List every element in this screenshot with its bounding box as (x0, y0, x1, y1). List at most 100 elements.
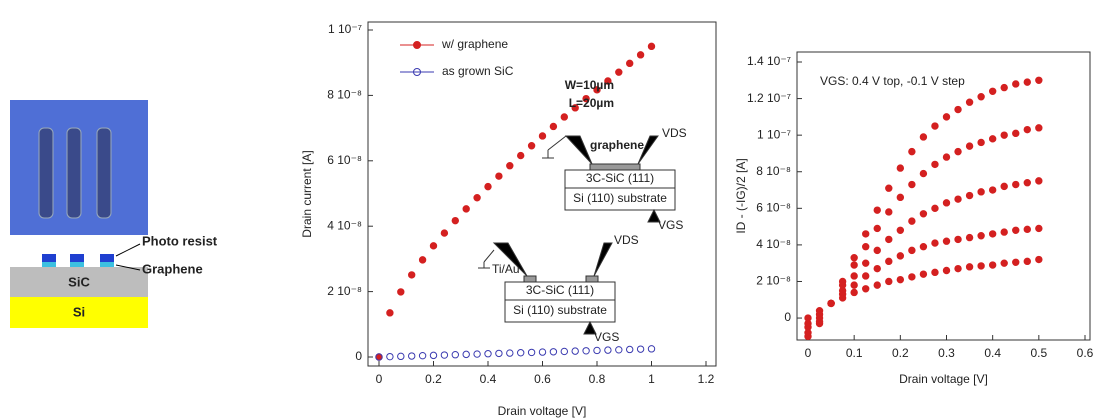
label: SiC (68, 274, 90, 289)
data-point (954, 235, 962, 244)
data-point (1012, 180, 1020, 189)
micro-bar (66, 127, 82, 219)
data-point (908, 246, 916, 255)
graphene-strip (100, 262, 114, 267)
data-point (977, 232, 985, 240)
data-point (931, 122, 939, 130)
resist (100, 254, 114, 262)
annotation: graphene (590, 138, 644, 152)
data-point (517, 349, 525, 357)
annotation: L=20µm (569, 96, 614, 110)
data-point (908, 217, 916, 225)
annotation: VDS (614, 233, 639, 247)
data-point (942, 199, 951, 207)
data-point (885, 257, 893, 266)
data-point (1000, 131, 1008, 139)
data-point (896, 252, 905, 260)
x-axis-label: Drain voltage [V] (498, 404, 587, 418)
data-point (931, 160, 939, 169)
data-point (1035, 224, 1043, 233)
x-tick-label: 0.3 (938, 346, 955, 360)
data-point (517, 151, 525, 160)
data-point (386, 352, 394, 361)
data-point (538, 132, 547, 140)
data-point (375, 353, 383, 361)
data-point (908, 147, 916, 156)
data-point (626, 345, 634, 354)
x-tick-label: 0.6 (534, 372, 551, 386)
legend-label: as grown SiC (442, 64, 514, 78)
data-point (527, 142, 536, 150)
y-axis-label: Drain current [A] (300, 150, 314, 237)
data-point (495, 172, 503, 180)
micro-bar (38, 127, 54, 219)
data-point (1012, 80, 1020, 88)
annotation: VDS (662, 126, 687, 140)
y-tick-label: 2 10⁻⁸ (756, 274, 791, 288)
data-point (1000, 182, 1008, 191)
y-tick-label: 8 10⁻⁸ (327, 88, 362, 102)
annotation: Si (110) substrate (573, 191, 667, 205)
data-point (896, 226, 905, 234)
data-point (919, 169, 928, 178)
data-point (988, 230, 997, 238)
data-point (873, 264, 881, 273)
data-point (1035, 177, 1043, 185)
y-axis-label: ID - (-IG)/2 [A] (734, 158, 748, 233)
data-point (988, 135, 997, 143)
data-point (954, 147, 962, 156)
y-tick-label: 1.2 10⁻⁷ (747, 91, 791, 105)
data-point (885, 184, 893, 192)
data-point (484, 182, 492, 191)
data-point (636, 345, 645, 353)
x-tick-label: 0.8 (589, 372, 606, 386)
data-point (604, 346, 612, 354)
label: Graphene (142, 261, 203, 276)
data-point (954, 105, 962, 114)
x-tick-label: 0.4 (984, 346, 1001, 360)
data-point (931, 239, 939, 247)
data-point (908, 180, 916, 189)
data-point (838, 294, 847, 302)
data-point (850, 272, 858, 280)
data-point (647, 42, 656, 51)
x-tick-label: 0 (376, 372, 383, 386)
data-point (1023, 125, 1031, 134)
legend-label: w/ graphene (441, 37, 508, 51)
data-point (862, 230, 870, 238)
resist (42, 254, 56, 262)
graphene-strip (42, 262, 56, 267)
data-point (1035, 76, 1043, 84)
x-axis-label: Drain voltage [V] (899, 372, 988, 386)
inset-device (478, 135, 676, 335)
annotation: 3C-SiC (111) (526, 283, 594, 297)
x-tick-label: 0.6 (1077, 346, 1093, 360)
data-point (408, 352, 416, 360)
data-point (440, 229, 449, 237)
data-point (896, 164, 905, 172)
label: Photo resist (142, 233, 218, 248)
resist (70, 254, 84, 262)
label: Si (73, 304, 85, 319)
data-point (873, 206, 881, 214)
data-point (538, 348, 547, 356)
data-point (862, 243, 870, 251)
data-point (919, 210, 928, 218)
data-point (429, 351, 438, 360)
data-point (451, 351, 459, 359)
data-point (942, 266, 951, 275)
data-point (1035, 255, 1043, 264)
annotation: VGS (594, 330, 619, 344)
data-point (965, 142, 974, 150)
annotation: Si (110) substrate (513, 303, 607, 317)
data-point (495, 349, 503, 358)
data-point (549, 122, 558, 131)
data-point (1012, 258, 1020, 266)
data-point (440, 351, 449, 359)
data-point (919, 133, 928, 141)
data-point (965, 263, 974, 271)
data-point (571, 347, 579, 355)
data-point (977, 93, 985, 101)
data-point (397, 352, 405, 361)
data-point (954, 195, 962, 203)
